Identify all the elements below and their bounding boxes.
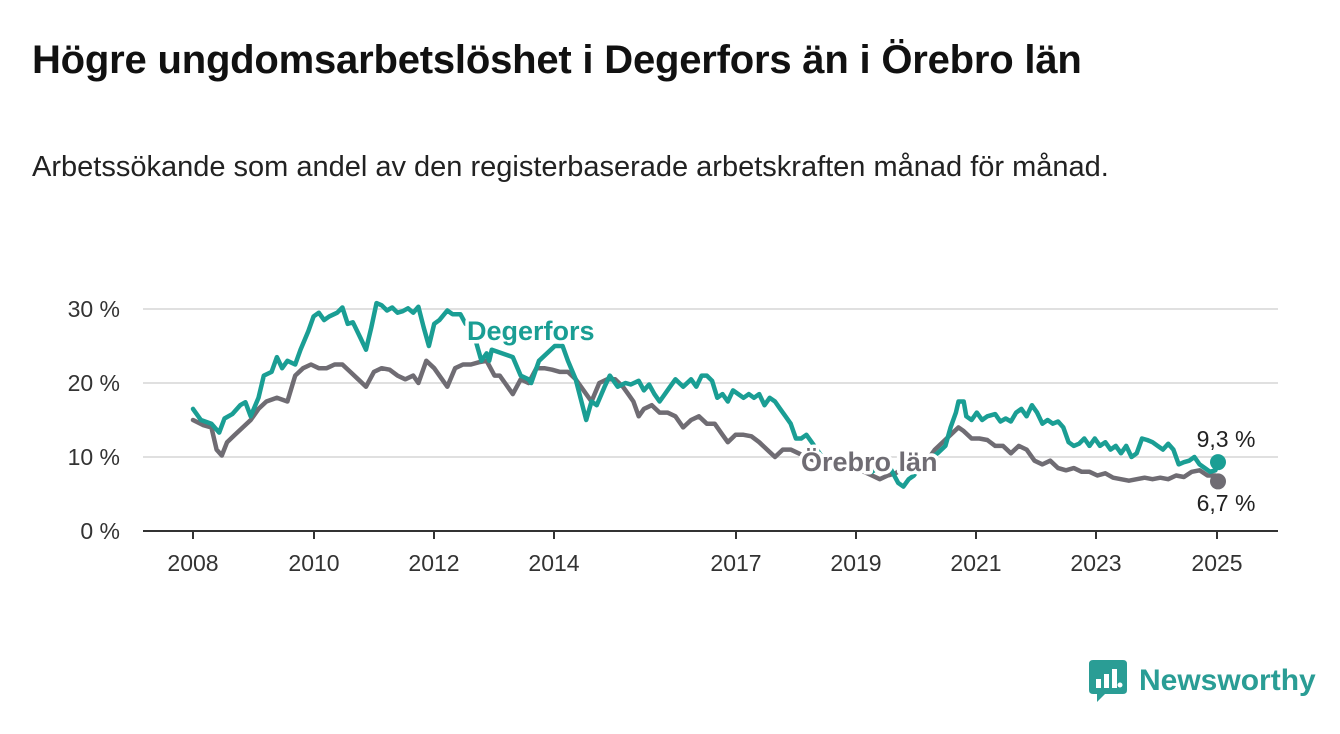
x-tick-label: 2023 <box>1070 550 1121 576</box>
x-tick-label: 2012 <box>408 550 459 576</box>
series-lines <box>190 300 1226 490</box>
brand-name: Newsworthy <box>1139 664 1316 697</box>
end-value-degerfors-halo: 9,3 % <box>1197 426 1256 452</box>
x-tick-label: 2021 <box>950 550 1001 576</box>
x-tick-label: 2019 <box>830 550 881 576</box>
brand-logo: Newsworthy <box>1089 660 1316 702</box>
chart-title: Högre ungdomsarbetslöshet i Degerfors än… <box>32 38 1082 82</box>
y-tick-label: 30 % <box>68 296 120 322</box>
end-value-orebro-halo: 6,7 % <box>1197 490 1256 516</box>
x-axis: 2008 2010 2012 2014 2017 2019 2021 2023 2025 <box>167 531 1243 576</box>
x-tick-label: 2014 <box>528 550 579 576</box>
y-tick-label: 10 % <box>68 444 120 470</box>
end-value-degerfors: 9,3 % <box>1197 426 1256 452</box>
grid-lines <box>143 308 1278 532</box>
x-tick-label: 2025 <box>1191 550 1242 576</box>
newsworthy-logo-icon <box>1089 660 1127 702</box>
series-label-degerfors: Degerfors <box>467 316 595 346</box>
x-tick-label: 2017 <box>710 550 761 576</box>
chart-subtitle: Arbetssökande som andel av den registerb… <box>32 151 1109 183</box>
x-tick-label: 2010 <box>288 550 339 576</box>
series-end-dot <box>1210 454 1226 471</box>
series-label-orebro-halo: Örebro län <box>801 447 938 477</box>
series-line <box>190 358 1221 484</box>
end-value-orebro: 6,7 % <box>1197 490 1256 516</box>
y-tick-label: 20 % <box>68 370 120 396</box>
x-tick-label: 2008 <box>167 550 218 576</box>
series-label-degerfors-halo: Degerfors <box>467 316 595 346</box>
y-axis: 0 % 10 % 20 % 30 % <box>68 296 120 544</box>
series-line <box>190 300 1221 489</box>
series-label-orebro: Örebro län <box>801 447 938 477</box>
series-end-dot <box>1210 473 1226 490</box>
y-tick-label: 0 % <box>80 518 120 544</box>
